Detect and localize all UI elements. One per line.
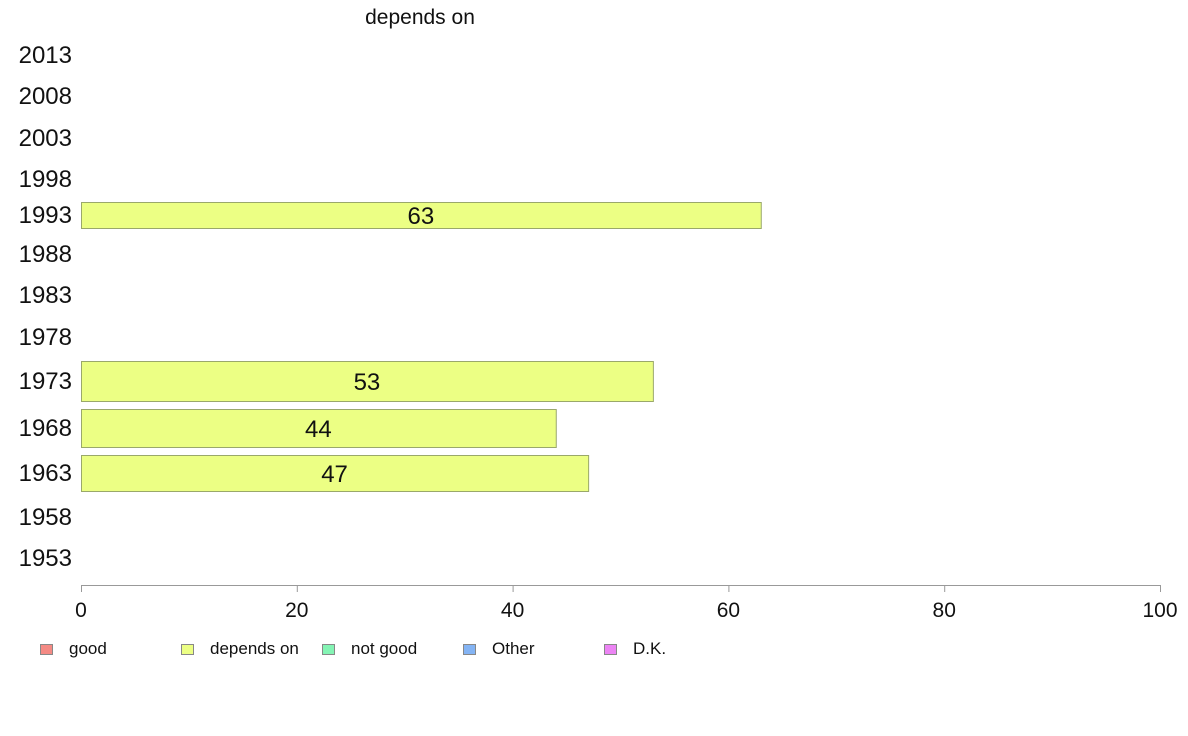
bar [81, 361, 654, 402]
legend-label-not-good: not good [351, 639, 418, 658]
y-tick-label: 2003 [19, 125, 72, 152]
bar-data-label: 47 [321, 461, 348, 488]
y-tick-label: 2013 [19, 42, 72, 69]
legend-swatch-other [463, 643, 476, 655]
y-tick-label: 1958 [19, 504, 72, 531]
x-tick-label: 100 [1142, 599, 1177, 622]
x-tick-label: 40 [501, 599, 524, 622]
y-tick-label: 1973 [19, 368, 72, 395]
bar [81, 455, 590, 492]
y-tick-label: 1988 [19, 241, 72, 268]
bar-data-label: 53 [354, 369, 381, 396]
legend-item-not-good: not good [322, 638, 417, 660]
y-tick-label: 1993 [19, 202, 72, 229]
y-tick-label: 1963 [19, 460, 72, 487]
y-tick-label: 1983 [19, 282, 72, 309]
bar-data-label: 44 [305, 416, 332, 443]
bar [81, 202, 762, 229]
x-tick-label: 20 [285, 599, 308, 622]
bar-data-label: 63 [408, 203, 435, 230]
y-tick-label: 2008 [19, 83, 72, 110]
legend-swatch-good [40, 643, 53, 655]
legend-item-dk: D.K. [604, 638, 666, 660]
legend-swatch-not-good [322, 643, 335, 655]
y-tick-label: 1968 [19, 415, 72, 442]
legend-swatch-depends-on [181, 643, 194, 655]
x-tick-label: 60 [717, 599, 740, 622]
legend-label-dk: D.K. [633, 639, 667, 658]
bar [81, 409, 557, 448]
legend-item-depends-on: depends on [181, 638, 299, 660]
x-tick-label: 0 [75, 599, 87, 622]
x-tick-label: 80 [933, 599, 956, 622]
legend-item-other: Other [463, 638, 535, 660]
y-tick-label: 1998 [19, 166, 72, 193]
y-tick-label: 1953 [19, 545, 72, 572]
legend-label-other: Other [492, 639, 535, 658]
bar-chart: 2013 2008 2003 1998 1993 1988 1983 1978 1973 1968… [19, 42, 1178, 622]
legend-label-depends-on: depends on [210, 639, 299, 658]
legend-label-good: good [69, 639, 107, 658]
legend-swatch-dk [604, 643, 617, 655]
legend-item-good: good [40, 638, 107, 660]
chart-title: depends on [365, 6, 475, 29]
y-tick-label: 1978 [19, 324, 72, 351]
